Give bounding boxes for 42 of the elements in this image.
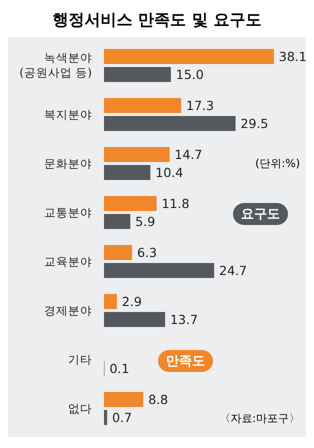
chart-title: 행정서비스 만족도 및 요구도 [52, 9, 262, 31]
y-tick-label: 교통분야 [44, 206, 92, 220]
bar [104, 245, 132, 260]
bar [104, 98, 182, 113]
bar [104, 116, 236, 131]
bar [104, 214, 130, 229]
bar [104, 165, 150, 180]
data-label: 13.7 [170, 312, 198, 327]
data-label: 0.7 [112, 410, 132, 425]
bar [104, 294, 117, 309]
bar [104, 67, 171, 82]
bar [104, 410, 108, 425]
data-label: 38.1 [278, 48, 307, 64]
text: 요구도 [233, 202, 288, 225]
annotation: 〈자료:마포구〉 [219, 410, 300, 426]
bar [104, 392, 144, 407]
data-label: 11.8 [162, 196, 190, 211]
bar [104, 312, 166, 327]
y-tick-label: 교육분야 [44, 254, 92, 268]
data-label: 24.7 [219, 262, 247, 278]
y-tick-label: 없다 [68, 402, 92, 416]
data-label: 14.7 [174, 146, 202, 162]
data-label: 2.9 [122, 294, 142, 309]
data-label: 29.5 [240, 116, 268, 131]
y-tick-label: 문화분야 [44, 156, 92, 170]
bar [104, 49, 274, 64]
annotation: (단위:%) [255, 156, 300, 170]
data-label: 8.8 [148, 392, 168, 407]
data-label: 0.1 [109, 360, 130, 376]
y-tick-label: 복지분야 [44, 108, 92, 122]
data-label: 6.3 [137, 244, 157, 260]
data-label: 15.0 [176, 66, 204, 82]
data-label: 17.3 [186, 98, 214, 113]
text: 만족도 [158, 350, 213, 372]
data-label: 5.9 [135, 214, 156, 229]
y-tick-label: 경제분야 [44, 304, 92, 318]
bar [104, 196, 157, 211]
y-tick-label: 녹색분야 (공원사업 등) [19, 50, 92, 80]
y-tick-label: 기타 [68, 352, 92, 366]
bar [104, 263, 214, 278]
data-label: 10.4 [155, 164, 184, 180]
bar [104, 147, 170, 162]
